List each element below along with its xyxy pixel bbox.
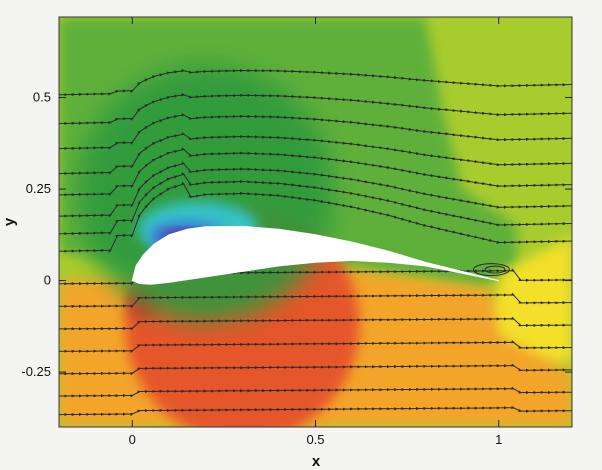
- streamline: [59, 316, 572, 331]
- streamline: [59, 363, 572, 376]
- y-axis-label: y: [1, 217, 18, 226]
- streamline: [59, 292, 572, 309]
- airfoil-shape: [131, 225, 499, 285]
- streamline: [59, 68, 572, 97]
- vortex-streamline: [484, 265, 506, 274]
- y-tick-label: -0.25: [21, 364, 51, 379]
- streamline: [59, 340, 572, 353]
- y-tick-label: 0.5: [33, 90, 51, 105]
- y-axis-ticks: 0.5 0.25 0 -0.25: [21, 90, 572, 379]
- streamline: [59, 386, 572, 398]
- streamline: [59, 181, 572, 253]
- x-axis-ticks: 0 0.5 1: [129, 17, 502, 447]
- x-tick-label: 0.5: [306, 432, 324, 447]
- x-tick-label: 0: [129, 432, 136, 447]
- x-axis-label: x: [312, 453, 321, 470]
- y-tick-label: 0: [44, 273, 51, 288]
- pressure-contours: [59, 17, 572, 427]
- y-tick-label: 0.25: [26, 181, 51, 196]
- vortex-streamline: [472, 263, 510, 277]
- x-tick-label: 1: [495, 432, 502, 447]
- plot-area: [59, 17, 572, 427]
- streamline: [59, 405, 572, 417]
- contour-band-suction: [77, 64, 334, 321]
- streamlines: [59, 68, 572, 417]
